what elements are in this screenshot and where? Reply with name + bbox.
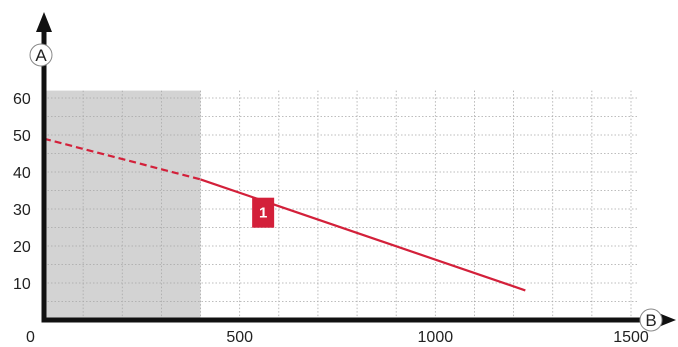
- y-tick-label: 10: [13, 276, 31, 293]
- series-1-marker-text: 1: [259, 205, 267, 222]
- y-tick-label: 60: [13, 91, 31, 108]
- y-tick-label: 40: [13, 165, 31, 182]
- x-tick-label: 1500: [613, 329, 649, 346]
- y-axis-label: A: [35, 46, 47, 65]
- series-1-marker-box: [252, 197, 275, 228]
- x-axis-label-circle: [639, 308, 663, 332]
- series-1-solid-line: [200, 178, 526, 292]
- y-axis-label-circle: [29, 43, 53, 67]
- tick-labels: 10 20 30 40 50 60 0 500 1000 1500: [13, 91, 649, 346]
- x-tick-label: 500: [226, 329, 253, 346]
- series-1-dashed-line: [44, 137, 201, 181]
- y-tick-label: 20: [13, 239, 31, 256]
- y-tick-label: 30: [13, 202, 31, 219]
- x-axis-label: B: [645, 311, 656, 330]
- y-axis-arrow-icon: [36, 12, 52, 32]
- x-tick-label: 0: [26, 329, 35, 346]
- x-tick-label: 1000: [418, 329, 454, 346]
- shaded-region: [44, 90, 201, 320]
- y-tick-label: 50: [13, 128, 31, 145]
